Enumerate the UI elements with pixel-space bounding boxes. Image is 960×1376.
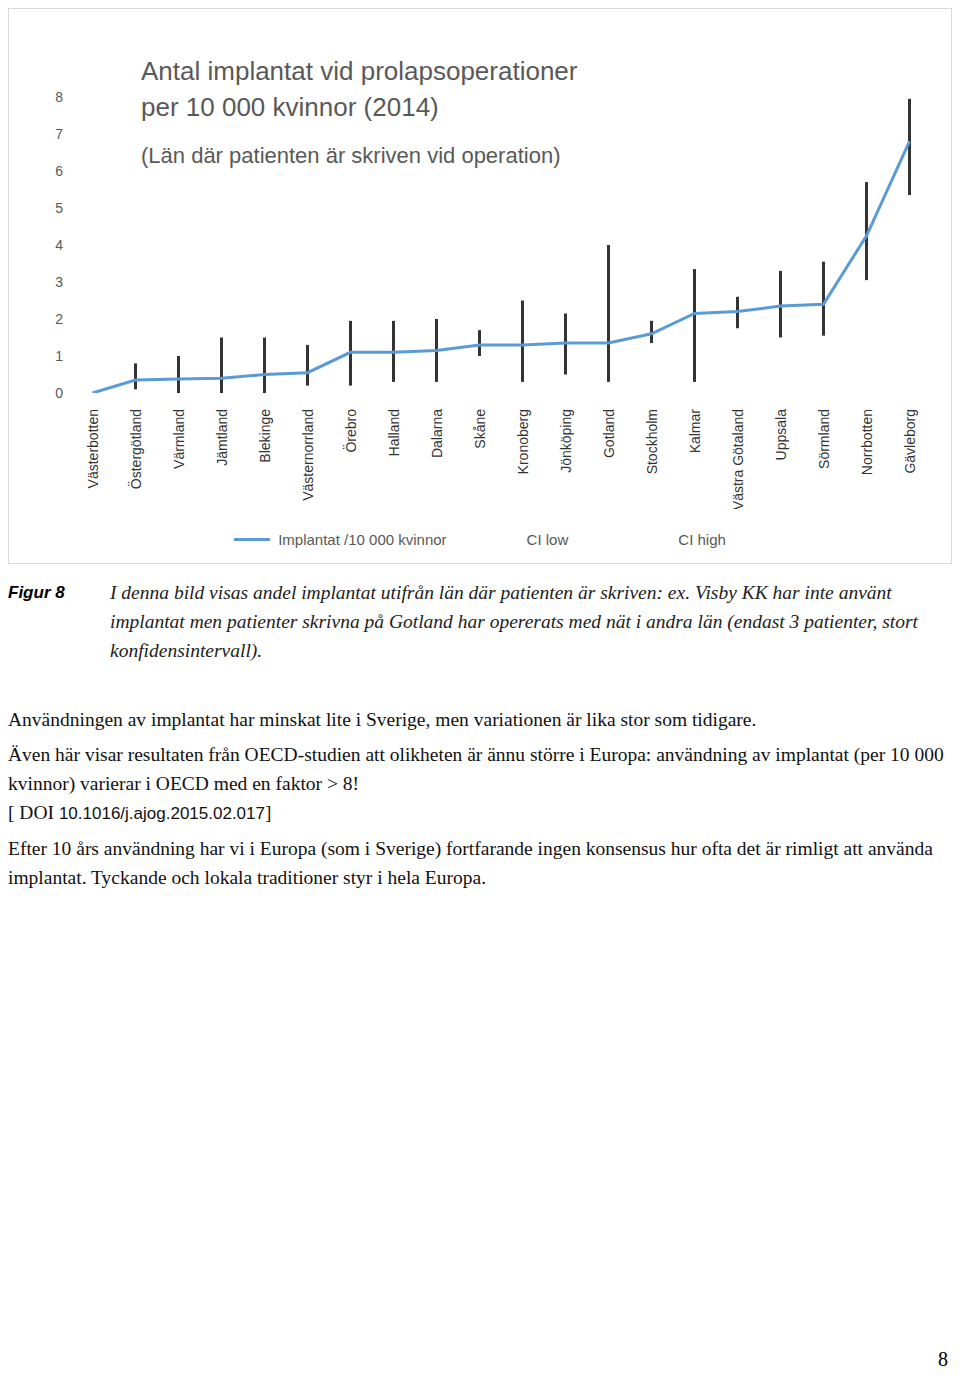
svg-text:Dalarna: Dalarna xyxy=(429,409,445,458)
html-text:Även här visar resultaten från: Även här visar resultaten från OECD-stud… xyxy=(8,744,944,794)
svg-text:Blekinge: Blekinge xyxy=(257,409,273,463)
svg-text:1: 1 xyxy=(55,348,63,364)
svg-text:0: 0 xyxy=(55,385,63,401)
svg-text:Kalmar: Kalmar xyxy=(687,409,703,454)
html-text:per 10 000 kvinnor (2014): per 10 000 kvinnor (2014) xyxy=(141,92,439,122)
svg-text:Västernorrland: Västernorrland xyxy=(300,409,316,501)
svg-text:Kronoberg: Kronoberg xyxy=(515,409,531,474)
html-text:Antal implantat vid prolapsope: Antal implantat vid prolapsoperationer xyxy=(141,56,578,86)
html-text:8: 8 xyxy=(938,1348,948,1370)
html-text:Figur 8: Figur 8 xyxy=(8,583,65,602)
html-text:Användningen av implantat har: Användningen av implantat har minskat li… xyxy=(8,709,757,730)
svg-text:Örebro: Örebro xyxy=(342,409,359,453)
svg-text:Jämtland: Jämtland xyxy=(214,409,230,466)
svg-text:Västra Götaland: Västra Götaland xyxy=(730,409,746,509)
svg-text:Östergötland: Östergötland xyxy=(127,409,144,489)
svg-text:Gotland: Gotland xyxy=(601,409,617,458)
html-text:I denna bild visas andel impla: I denna bild visas andel implantat utifr… xyxy=(110,582,918,661)
html-text:CI low: CI low xyxy=(526,531,569,548)
html-text:[ DOI 10.1016/j.ajog.2015.02.0: [ DOI 10.1016/j.ajog.2015.02.017] xyxy=(8,802,272,823)
svg-text:Sörmland: Sörmland xyxy=(816,409,832,469)
svg-text:Skåne: Skåne xyxy=(472,409,488,449)
svg-text:6: 6 xyxy=(55,163,63,179)
svg-text:Västerbotten: Västerbotten xyxy=(85,409,101,488)
svg-text:2: 2 xyxy=(55,311,63,327)
html-text:CI high: CI high xyxy=(678,531,726,548)
svg-text:Gävleborg: Gävleborg xyxy=(902,409,918,474)
html-text:(Län där patienten är skriven: (Län där patienten är skriven vid operat… xyxy=(141,143,561,168)
svg-text:Värmland: Värmland xyxy=(171,409,187,469)
svg-text:Uppsala: Uppsala xyxy=(773,409,789,461)
svg-text:7: 7 xyxy=(55,126,63,142)
svg-text:Stockholm: Stockholm xyxy=(644,409,660,474)
svg-text:Halland: Halland xyxy=(386,409,402,456)
svg-text:3: 3 xyxy=(55,274,63,290)
svg-text:Jönköping: Jönköping xyxy=(558,409,574,473)
svg-text:8: 8 xyxy=(55,89,63,105)
html-text:Implantat /10 000 kvinnor: Implantat /10 000 kvinnor xyxy=(278,531,447,548)
svg-text:Norrbotten: Norrbotten xyxy=(859,409,875,475)
svg-text:4: 4 xyxy=(55,237,63,253)
html-text:Efter 10 års användning har vi: Efter 10 års användning har vi i Europa … xyxy=(8,838,933,888)
svg-text:5: 5 xyxy=(55,200,63,216)
